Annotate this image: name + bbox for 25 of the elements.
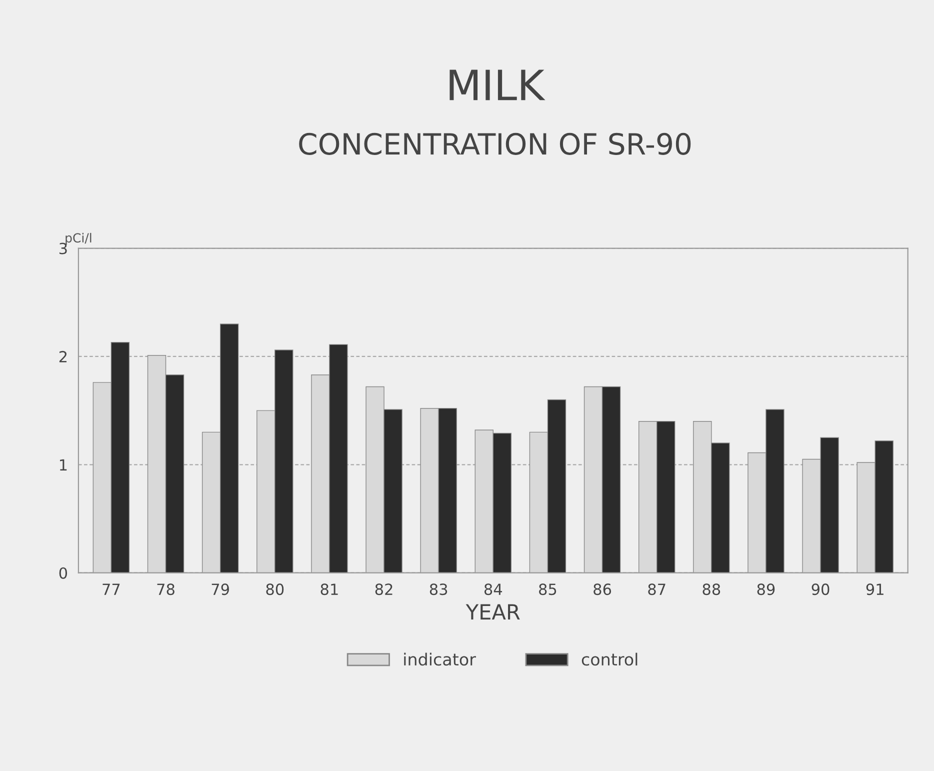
- x-tick-label: 85: [539, 584, 556, 596]
- legend-label: control: [582, 652, 638, 666]
- y-tick-label: 0: [59, 567, 68, 579]
- x-tick-label: 83: [430, 584, 448, 596]
- chart-title: MILK: [450, 70, 546, 100]
- x-tick-label: 86: [594, 584, 612, 596]
- x-tick-label: 78: [157, 584, 174, 596]
- x-tick-label: 84: [484, 584, 502, 596]
- y-axis-title: pCi/l: [66, 232, 92, 246]
- chart-subtitle: CONCENTRATION OF SR-90: [299, 132, 691, 155]
- x-tick-label: 88: [702, 584, 720, 596]
- x-tick-label: 89: [757, 584, 775, 596]
- x-tick-label: 81: [320, 584, 338, 596]
- x-tick-label: 77: [102, 584, 120, 595]
- legend-label: indicator: [404, 652, 476, 666]
- y-tick-label: 2: [59, 350, 67, 362]
- x-tick-label: 82: [375, 584, 392, 596]
- y-tick-label: 3: [59, 242, 67, 254]
- y-tick-label: 1: [60, 459, 67, 470]
- x-tick-label: 79: [212, 584, 229, 596]
- x-tick-label: 80: [266, 584, 284, 596]
- x-tick-label: 90: [812, 584, 830, 596]
- x-axis-title: YEAR: [466, 604, 520, 620]
- x-tick-label: 91: [866, 584, 884, 596]
- x-tick-label: 87: [648, 584, 666, 596]
